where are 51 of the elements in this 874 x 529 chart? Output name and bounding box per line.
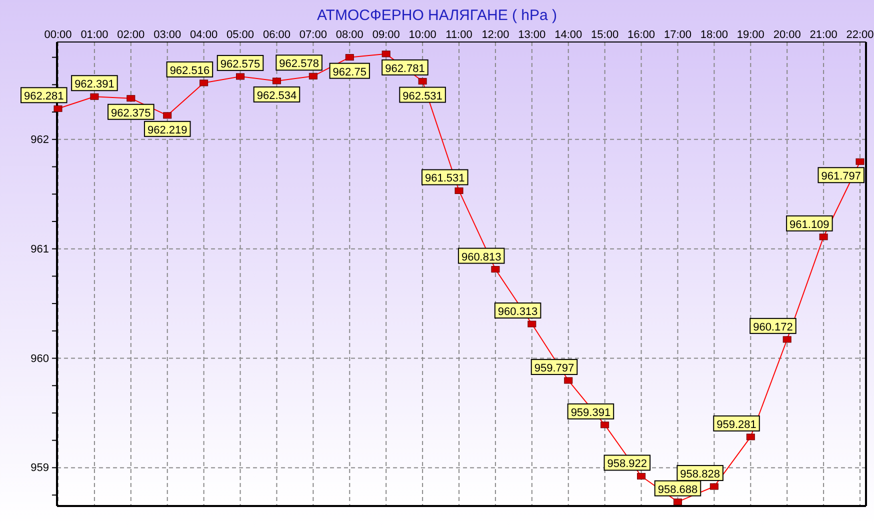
data-label: 958.828: [680, 468, 720, 481]
data-label: 962.531: [402, 90, 442, 102]
x-tick-label: 04:00: [190, 28, 218, 41]
data-label: 958.688: [658, 484, 698, 496]
data-label: 961.797: [821, 170, 861, 183]
data-label: 962.281: [24, 90, 64, 103]
data-label: 959.281: [716, 418, 756, 431]
y-tick-label: 962: [30, 134, 49, 146]
x-tick-label: 21:00: [810, 28, 838, 41]
x-tick-label: 01:00: [80, 28, 108, 41]
data-label: 958.922: [607, 458, 648, 470]
x-tick-label: 14:00: [554, 28, 582, 41]
data-label: 961.531: [425, 172, 465, 185]
x-tick-label: 12:00: [482, 28, 510, 41]
x-tick-label: 05:00: [226, 28, 254, 41]
x-tick-label: 02:00: [117, 28, 145, 41]
x-tick-label: 18:00: [700, 28, 728, 41]
data-label: 962.575: [220, 58, 260, 70]
data-label: 962.781: [385, 62, 425, 75]
y-tick-label: 959: [30, 462, 49, 474]
data-label: 962.75: [332, 66, 366, 78]
data-label: 962.391: [74, 78, 114, 91]
x-tick-label: 20:00: [773, 28, 801, 41]
data-label: 962.219: [147, 124, 188, 136]
x-tick-label: 09:00: [372, 28, 400, 41]
x-tick-label: 16:00: [628, 28, 656, 41]
data-label: 961.109: [790, 218, 830, 231]
data-label: 960.813: [461, 251, 502, 264]
data-label: 962.578: [279, 58, 319, 70]
x-tick-label: 00:00: [44, 28, 72, 41]
x-tick-label: 08:00: [336, 28, 364, 41]
data-label: 959.797: [534, 362, 574, 374]
data-label: 962.534: [256, 90, 297, 102]
y-tick-label: 961: [30, 243, 49, 256]
data-label: 959.391: [570, 406, 611, 419]
data-label: 960.172: [753, 321, 793, 334]
data-label: 960.313: [498, 306, 538, 318]
data-label: 962.516: [170, 64, 210, 77]
x-tick-label: 17:00: [664, 28, 692, 41]
x-tick-label: 13:00: [518, 28, 546, 41]
x-tick-label: 06:00: [262, 28, 290, 41]
y-tick-label: 960: [30, 352, 49, 365]
x-tick-label: 07:00: [299, 28, 327, 41]
chart-title: АТМОСФЕРНО НАЛЯГАНЕ ( hPa ): [316, 7, 558, 24]
x-tick-label: 22:00: [846, 28, 874, 41]
x-tick-label: 10:00: [408, 28, 436, 41]
x-tick-label: 19:00: [736, 28, 764, 41]
x-tick-label: 11:00: [446, 28, 472, 41]
x-tick-label: 15:00: [591, 28, 619, 41]
x-tick-label: 03:00: [154, 28, 182, 41]
data-label: 962.375: [111, 107, 151, 120]
